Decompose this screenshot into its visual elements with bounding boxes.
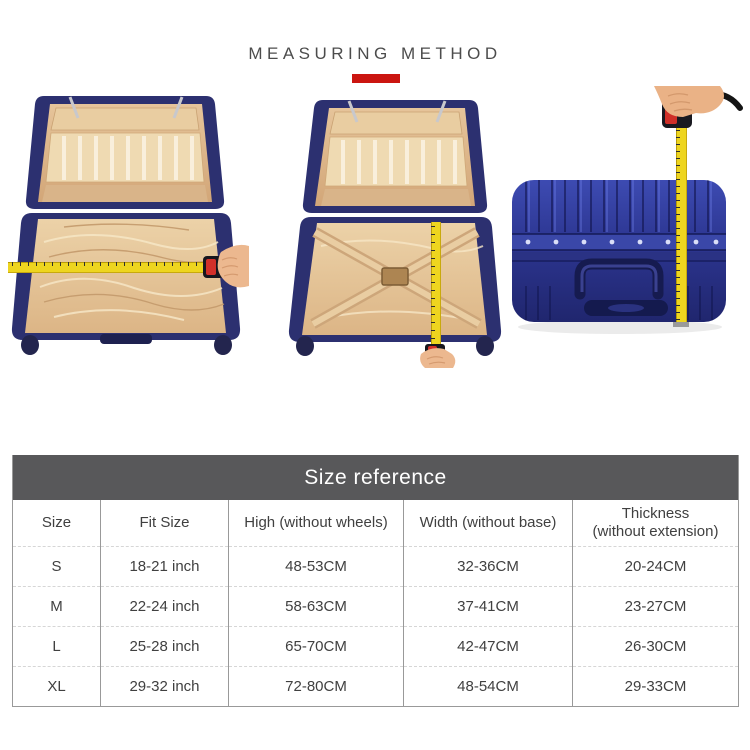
cell-width: 48-54CM bbox=[403, 666, 573, 707]
size-reference-section: Size reference Size Fit Size High (witho… bbox=[12, 455, 740, 707]
cell-fit: 25-28 inch bbox=[100, 626, 229, 667]
cell-high: 72-80CM bbox=[228, 666, 404, 707]
cell-width: 37-41CM bbox=[403, 586, 573, 627]
col-header-width: Width (without base) bbox=[403, 500, 573, 547]
suitcase-base bbox=[11, 213, 241, 355]
col-header-high: High (without wheels) bbox=[228, 500, 404, 547]
cell-width: 42-47CM bbox=[403, 626, 573, 667]
wheel bbox=[21, 335, 39, 355]
wheel bbox=[296, 336, 314, 356]
rivets bbox=[525, 239, 719, 245]
table-title: Size reference bbox=[12, 455, 739, 500]
cell-thickness: 29-33CM bbox=[571, 666, 739, 707]
measuring-tape-horizontal bbox=[8, 262, 208, 273]
suitcase-lid bbox=[25, 96, 225, 209]
cell-fit: 29-32 inch bbox=[100, 666, 229, 707]
col-header-thickness-line2: (without extension) bbox=[592, 523, 719, 540]
table-title-row: Size reference bbox=[12, 455, 739, 500]
side-handle bbox=[100, 334, 152, 344]
table-header-row: Size Fit Size High (without wheels) Widt… bbox=[13, 500, 739, 547]
wheel bbox=[476, 336, 494, 356]
cell-size: S bbox=[12, 546, 101, 587]
open-suitcase-width-photo bbox=[8, 96, 249, 355]
open-suitcase-height-photo bbox=[288, 100, 502, 368]
cell-high: 48-53CM bbox=[228, 546, 404, 587]
cell-size: XL bbox=[12, 666, 101, 707]
table-row-xl: XL 29-32 inch 72-80CM 48-54CM 29-33CM bbox=[12, 666, 739, 707]
measuring-tape-vertical bbox=[431, 222, 441, 344]
cell-thickness: 20-24CM bbox=[571, 546, 739, 587]
measuring-tape-vertical bbox=[673, 126, 689, 327]
col-header-thickness-line1: Thickness bbox=[621, 505, 690, 522]
cell-high: 65-70CM bbox=[228, 626, 404, 667]
hand-with-tape-measure bbox=[420, 344, 456, 368]
cross-straps bbox=[310, 227, 482, 329]
table-row-l: L 25-28 inch 65-70CM 42-47CM 26-30CM bbox=[12, 626, 739, 667]
cell-fit: 18-21 inch bbox=[100, 546, 229, 587]
wheel bbox=[214, 335, 232, 355]
table-row-s: S 18-21 inch 48-53CM 32-36CM 20-24CM bbox=[12, 546, 739, 587]
suitcase-handle bbox=[574, 258, 664, 300]
cell-size: M bbox=[12, 586, 101, 627]
cell-size: L bbox=[12, 626, 101, 667]
measuring-method-title: MEASURING METHOD bbox=[248, 44, 502, 63]
cell-thickness: 23-27CM bbox=[571, 586, 739, 627]
cell-high: 58-63CM bbox=[228, 586, 404, 627]
cell-thickness: 26-30CM bbox=[571, 626, 739, 667]
cell-fit: 22-24 inch bbox=[100, 586, 229, 627]
suitcase-base bbox=[288, 217, 502, 356]
suitcase-lid bbox=[302, 100, 488, 213]
closed-suitcase bbox=[512, 180, 726, 322]
col-header-thickness: Thickness (without extension) bbox=[571, 500, 739, 547]
col-header-size: Size bbox=[41, 514, 72, 531]
hand-with-tape-measure bbox=[654, 86, 743, 128]
cell-width: 32-36CM bbox=[403, 546, 573, 587]
size-reference-table: Size reference Size Fit Size High (witho… bbox=[12, 455, 740, 707]
closed-suitcase-thickness-photo bbox=[512, 86, 743, 334]
table-row-m: M 22-24 inch 58-63CM 37-41CM 23-27CM bbox=[12, 586, 739, 627]
hand-with-tape-measure bbox=[203, 244, 249, 288]
red-underline bbox=[352, 74, 400, 83]
handle-highlight bbox=[580, 264, 658, 292]
col-header-fit-size: Fit Size bbox=[100, 500, 229, 547]
shadow bbox=[518, 320, 722, 334]
